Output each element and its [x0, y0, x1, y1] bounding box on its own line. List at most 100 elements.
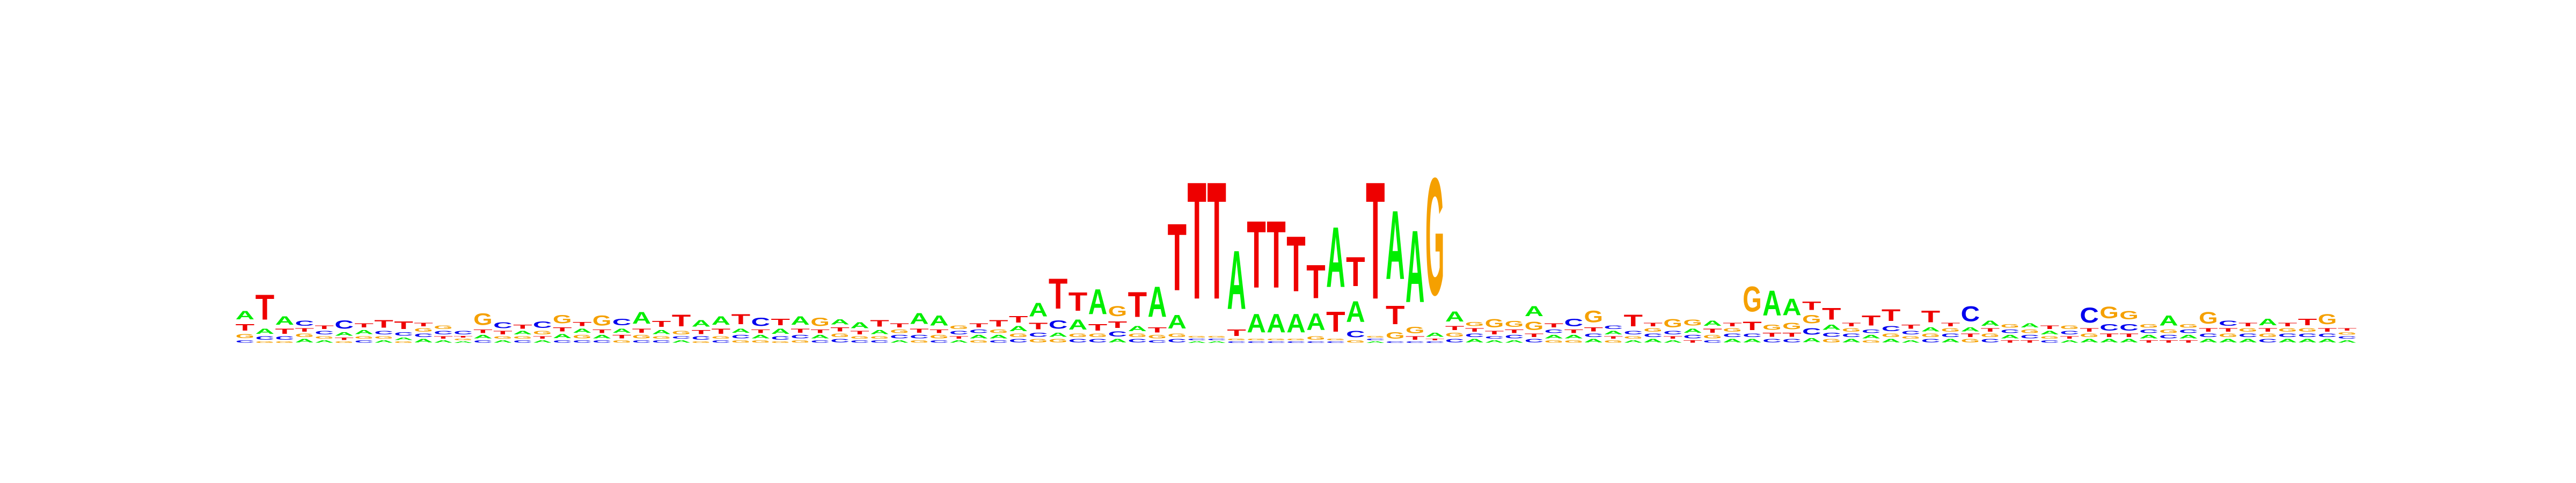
logo-letter-a: A: [1326, 209, 1345, 306]
logo-letter-t: T: [2278, 322, 2297, 327]
logo-letter-c: C: [810, 340, 829, 343]
logo-letter-a: A: [1406, 209, 1424, 324]
logo-letter-g: G: [1545, 339, 1563, 343]
logo-letter-t: T: [612, 334, 631, 339]
logo-letter-t: T: [1425, 338, 1444, 341]
logo-letter-c: C: [2338, 335, 2357, 339]
logo-letter-g: G: [2119, 309, 2138, 322]
logo-letter-t: T: [1326, 305, 1345, 338]
logo-letter-a: A: [2338, 340, 2357, 343]
logo-letter-c: C: [989, 340, 1008, 343]
logo-letter-a: A: [2099, 338, 2118, 343]
logo-letter-g: G: [1802, 313, 1821, 326]
logo-letter-c: C: [672, 335, 691, 339]
logo-letter-a: A: [354, 329, 373, 336]
logo-letter-g: G: [592, 312, 611, 328]
logo-letter-g: G: [2258, 333, 2277, 338]
logo-letter-a: A: [1425, 332, 1444, 339]
logo-letter-a: A: [1762, 283, 1781, 323]
logo-letter-g: G: [949, 325, 968, 330]
logo-letter-t: T: [1128, 284, 1147, 325]
logo-letter-c: C: [553, 340, 572, 343]
logo-letter-c: C: [335, 318, 354, 332]
logo-letter-g: G: [850, 335, 869, 340]
logo-letter-a: A: [1723, 338, 1741, 343]
logo-letter-g: G: [1882, 333, 1900, 338]
logo-letter-g: G: [295, 333, 314, 338]
logo-letter-a: A: [1267, 309, 1285, 338]
logo-letter-a: A: [1941, 338, 1960, 343]
logo-letter-t: T: [1148, 326, 1167, 334]
logo-letter-c: C: [1049, 318, 1067, 332]
logo-letter-g: G: [1703, 334, 1722, 339]
logo-letter-t: T: [1009, 314, 1028, 325]
logo-letter-t: T: [394, 320, 413, 332]
logo-letter-c: C: [1009, 338, 1028, 343]
logo-letter-a: A: [414, 338, 433, 343]
logo-letter-g: G: [2219, 333, 2237, 338]
logo-letter-c: C: [1326, 341, 1345, 343]
logo-letter-t: T: [949, 335, 968, 339]
logo-letter-c: C: [1842, 333, 1861, 338]
logo-letter-a: A: [394, 337, 413, 341]
logo-letter-c: C: [2199, 333, 2218, 338]
logo-letter-t: T: [315, 325, 334, 330]
logo-letter-t: T: [1505, 328, 1524, 334]
logo-letter-c: C: [712, 340, 730, 343]
logo-letter-t: T: [692, 328, 711, 335]
logo-letter-a: A: [2199, 338, 2218, 343]
logo-letter-a: A: [612, 327, 631, 334]
logo-letter-a: A: [1128, 325, 1147, 333]
logo-letter-a: A: [2318, 338, 2337, 343]
logo-letter-a: A: [1663, 340, 1682, 343]
logo-letter-t: T: [2099, 333, 2118, 338]
logo-letter-c: C: [236, 340, 254, 343]
logo-letter-a: A: [473, 334, 492, 340]
logo-letter-c: C: [354, 340, 373, 343]
logo-letter-g: G: [1425, 143, 1444, 330]
logo-letter-c: C: [1366, 338, 1385, 341]
logo-letter-g: G: [1743, 280, 1761, 320]
logo-letter-t: T: [1306, 255, 1325, 309]
logo-letter-t: T: [335, 337, 354, 341]
logo-letter-a: A: [553, 333, 572, 340]
logo-letter-t: T: [573, 320, 592, 327]
logo-letter-t: T: [1069, 287, 1088, 317]
logo-letter-a: A: [1961, 326, 1980, 333]
logo-letter-a: A: [1069, 317, 1087, 333]
logo-letter-t: T: [1108, 319, 1127, 330]
logo-letter-g: G: [1188, 335, 1206, 338]
logo-letter-a: A: [2139, 334, 2158, 340]
logo-letter-a: A: [890, 340, 909, 343]
logo-letter-c: C: [2060, 330, 2079, 335]
logo-letter-t: T: [1961, 333, 1980, 338]
logo-letter-a: A: [1842, 338, 1861, 343]
logo-letter-t: T: [1802, 299, 1821, 313]
logo-letter-g: G: [791, 339, 809, 343]
logo-letter-g: G: [2001, 323, 2019, 328]
logo-letter-g: G: [374, 335, 393, 340]
logo-letter-a: A: [1901, 340, 1920, 343]
logo-letter-t: T: [374, 318, 393, 330]
logo-letter-t: T: [1366, 147, 1385, 334]
logo-letter-t: T: [2298, 317, 2317, 327]
logo-letter-c: C: [1485, 335, 1504, 339]
logo-letter-c: C: [1762, 338, 1781, 343]
logo-letter-a: A: [1108, 338, 1127, 343]
logo-letter-c: C: [453, 330, 472, 335]
logo-letter-a: A: [2001, 334, 2019, 340]
logo-letter-g: G: [533, 330, 552, 335]
logo-letter-a: A: [1366, 341, 1385, 343]
logo-letter-c: C: [1029, 332, 1048, 339]
logo-letter-a: A: [1009, 325, 1028, 333]
logo-letter-a: A: [810, 334, 829, 340]
logo-letter-c: C: [1862, 329, 1880, 334]
logo-letter-t: T: [652, 319, 671, 328]
logo-letter-c: C: [2219, 319, 2237, 327]
logo-letter-c: C: [1901, 330, 1920, 335]
logo-letter-t: T: [354, 322, 374, 329]
logo-letter-g: G: [1723, 327, 1741, 333]
logo-letter-a: A: [1029, 299, 1048, 321]
logo-letter-t: T: [1882, 306, 1900, 325]
